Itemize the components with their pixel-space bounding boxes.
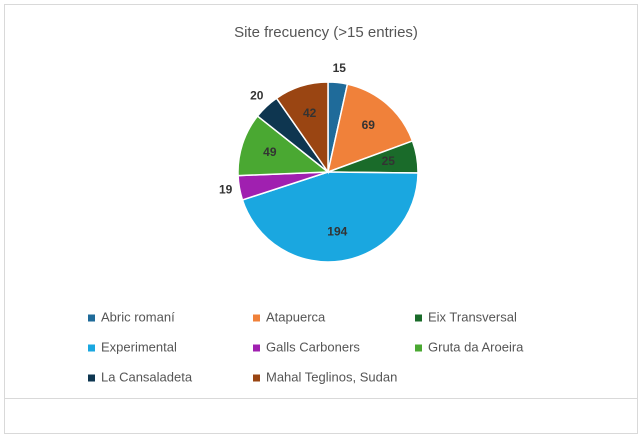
legend-label: Mahal Teglinos, Sudan: [266, 369, 397, 384]
chart-title: Site frecuency (>15 entries): [234, 24, 418, 41]
legend-swatch: [415, 344, 422, 352]
pie-slice: [237, 114, 331, 177]
data-label: 19: [219, 183, 233, 197]
legend-swatch: [88, 314, 95, 322]
legend-swatch: [88, 344, 95, 352]
legend-swatch: [253, 314, 260, 322]
pie-slice: [326, 83, 414, 174]
legend-label: La Cansaladeta: [101, 369, 193, 384]
data-label: 15: [333, 61, 347, 75]
legend-swatch: [253, 374, 260, 382]
data-label: 69: [362, 118, 376, 132]
data-label: 194: [327, 225, 347, 239]
legend-swatch: [253, 344, 260, 352]
data-label: 25: [382, 154, 396, 168]
legend-swatch: [415, 314, 422, 322]
legend-label: Eix Transversal: [428, 309, 517, 324]
legend-label: Gruta da Aroeira: [428, 339, 524, 354]
legend-label: Galls Carboners: [266, 339, 360, 354]
data-label: 49: [263, 145, 277, 159]
data-label: 20: [250, 88, 264, 102]
legend-label: Atapuerca: [266, 309, 326, 324]
pie-slice: [275, 81, 329, 175]
legend-swatch: [88, 374, 95, 382]
legend-label: Abric romaní: [101, 309, 175, 324]
legend-label: Experimental: [101, 339, 177, 354]
pie-slice: [241, 171, 419, 263]
data-label: 42: [303, 106, 317, 120]
